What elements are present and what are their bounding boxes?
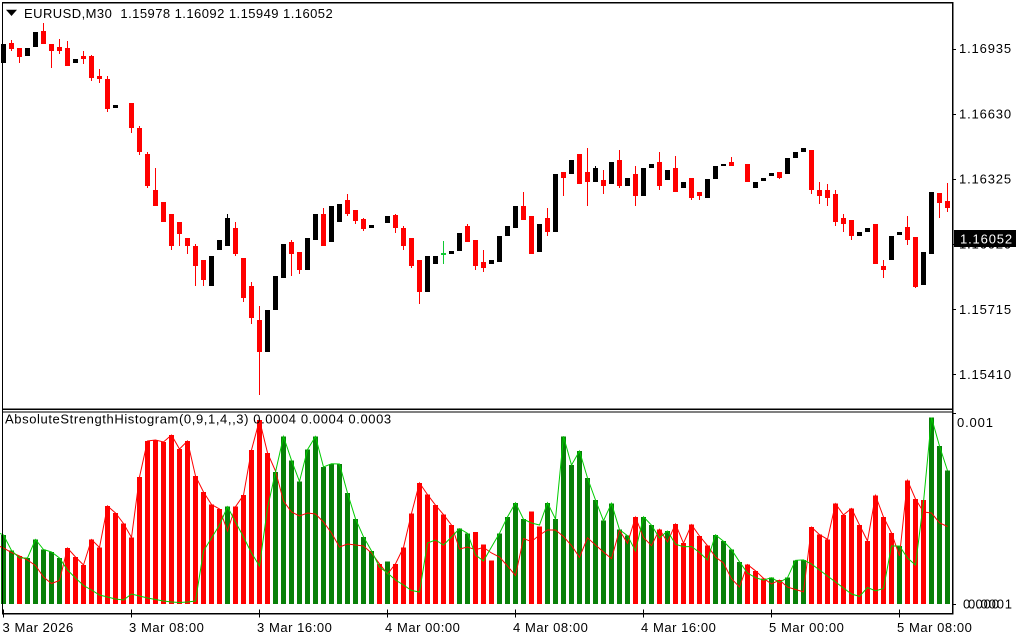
svg-text:1.16052: 1.16052 [960, 232, 1013, 247]
svg-text:3 Mar 16:00: 3 Mar 16:00 [257, 620, 332, 635]
svg-text:AbsoluteStrengthHistogram(0,9,: AbsoluteStrengthHistogram(0,9,1,4,,3) 0.… [5, 411, 392, 426]
svg-text:1.16325: 1.16325 [959, 172, 1012, 187]
svg-text:1.15715: 1.15715 [959, 302, 1012, 317]
svg-text:1.15410: 1.15410 [959, 367, 1012, 382]
svg-text:3 Mar 08:00: 3 Mar 08:00 [129, 620, 204, 635]
svg-text:4 Mar 16:00: 4 Mar 16:00 [641, 620, 716, 635]
svg-text:0.0001: 0.0001 [968, 597, 1013, 612]
svg-text:5 Mar 08:00: 5 Mar 08:00 [897, 620, 972, 635]
svg-text:1.16630: 1.16630 [959, 106, 1012, 121]
svg-text:5 Mar 00:00: 5 Mar 00:00 [769, 620, 844, 635]
svg-text:4 Mar 08:00: 4 Mar 08:00 [513, 620, 588, 635]
svg-text:4 Mar 00:00: 4 Mar 00:00 [385, 620, 460, 635]
svg-text:0.001: 0.001 [957, 415, 994, 430]
svg-text:0.000: 0.000 [963, 597, 1000, 612]
svg-text:3 Mar 2026: 3 Mar 2026 [3, 620, 74, 635]
svg-text:1.16935: 1.16935 [959, 41, 1012, 56]
svg-text:EURUSD,M30 1.15978 1.16092 1.: EURUSD,M30 1.15978 1.16092 1.15949 1.160… [24, 6, 333, 21]
